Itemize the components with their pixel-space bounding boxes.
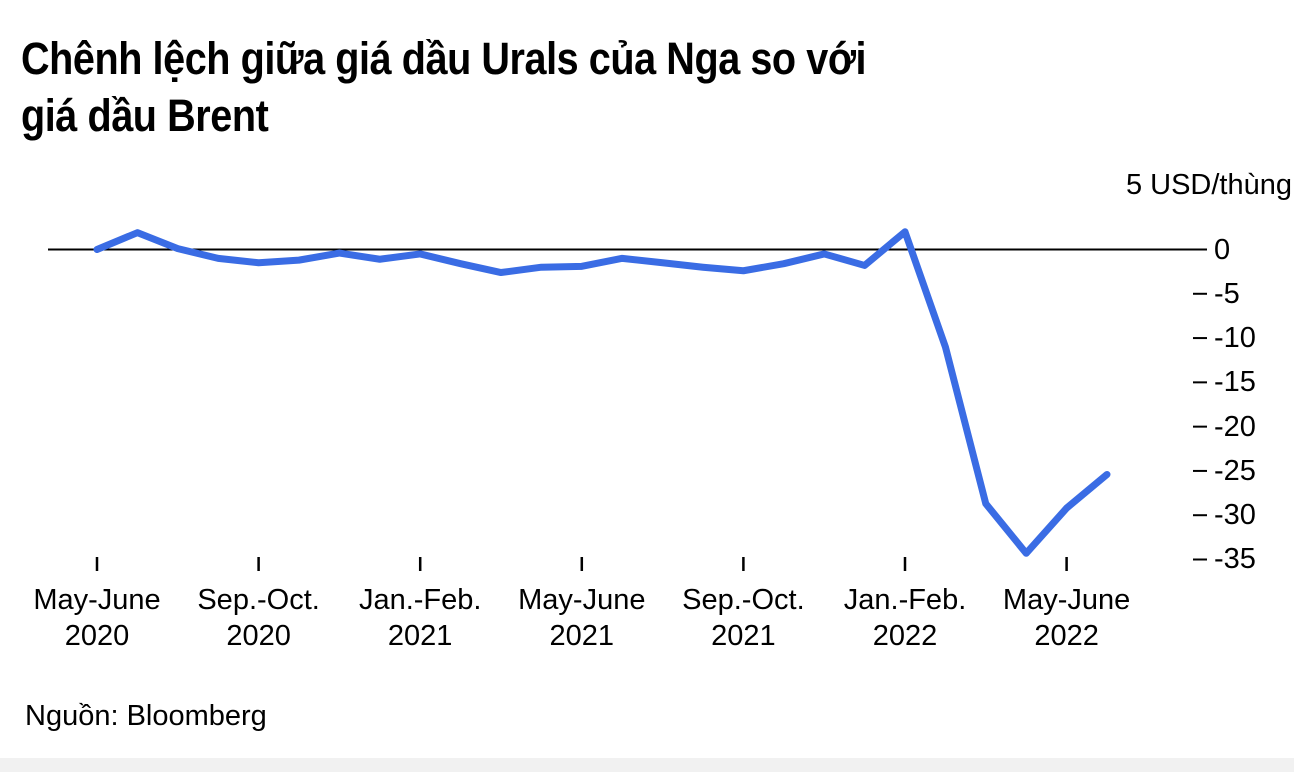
y-axis-tick-label: -25 bbox=[1214, 454, 1256, 487]
y-axis-unit-label: 5 USD/thùng bbox=[1125, 169, 1292, 201]
y-axis-tick-label: -10 bbox=[1214, 322, 1256, 355]
y-axis-tick-label: -35 bbox=[1214, 543, 1256, 576]
y-axis-tick-label: -5 bbox=[1214, 277, 1240, 310]
x-axis-tick-label: May-June 2021 bbox=[518, 584, 646, 652]
y-axis-tick-label: -30 bbox=[1214, 499, 1256, 532]
chart-title: Chênh lệch giữa giá dầu Urals của Nga so… bbox=[21, 33, 867, 141]
source-label: Nguồn: Bloomberg bbox=[25, 700, 267, 732]
y-axis-tick-label: 0 bbox=[1214, 233, 1231, 266]
x-axis-tick-label: Jan.-Feb. 2022 bbox=[843, 584, 967, 652]
x-axis-tick-label: May-June 2022 bbox=[1002, 584, 1131, 652]
y-axis-tick-label: -20 bbox=[1214, 410, 1256, 443]
spread-data-line bbox=[93, 228, 1111, 557]
x-axis-tick-label: Sep.-Oct. 2020 bbox=[197, 584, 320, 652]
bottom-page-strip bbox=[0, 758, 1294, 772]
x-axis-tick-label: May-June 2020 bbox=[33, 584, 161, 652]
x-axis-tick-label: Jan.-Feb. 2021 bbox=[358, 584, 482, 652]
y-axis-tick-label: -15 bbox=[1214, 366, 1256, 399]
x-axis-tick-label: Sep.-Oct. 2021 bbox=[682, 584, 805, 652]
